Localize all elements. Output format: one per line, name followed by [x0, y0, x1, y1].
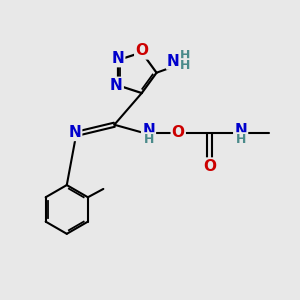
Text: N: N — [110, 78, 123, 93]
Text: O: O — [172, 125, 185, 140]
Text: H: H — [236, 133, 247, 146]
Text: H: H — [144, 133, 154, 146]
Text: O: O — [203, 158, 216, 173]
Text: N: N — [142, 123, 155, 138]
Text: N: N — [167, 54, 180, 69]
Text: H: H — [180, 49, 190, 62]
Text: O: O — [135, 44, 148, 59]
Text: H: H — [180, 59, 190, 72]
Text: N: N — [112, 51, 124, 66]
Text: N: N — [234, 123, 247, 138]
Text: N: N — [68, 125, 81, 140]
